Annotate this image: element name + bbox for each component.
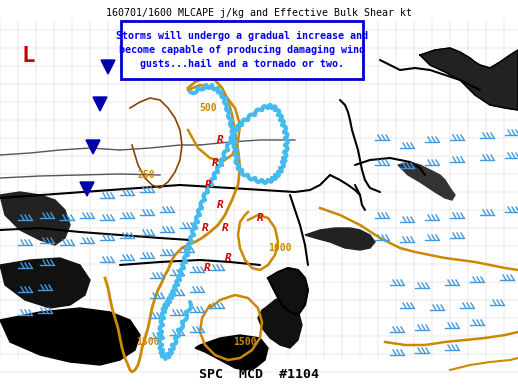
Text: R: R [205,180,211,190]
Polygon shape [86,140,100,154]
FancyBboxPatch shape [121,21,363,79]
Text: Storms will undergo a gradual increase and
become capable of producing damaging : Storms will undergo a gradual increase a… [116,31,368,69]
Polygon shape [0,308,140,365]
Text: 1500: 1500 [233,337,257,347]
Text: 160701/1600 MLCAPE j/kg and Effective Bulk Shear kt: 160701/1600 MLCAPE j/kg and Effective Bu… [106,8,412,18]
Polygon shape [80,182,94,196]
Text: R: R [204,263,210,273]
Text: R: R [217,200,223,210]
Polygon shape [195,335,268,370]
Polygon shape [101,60,115,74]
Text: R: R [222,223,228,233]
Text: 1000: 1000 [268,243,292,253]
Polygon shape [398,162,455,200]
Text: 500: 500 [199,103,217,113]
Text: L: L [21,46,35,66]
Text: R: R [225,253,232,263]
Polygon shape [305,228,375,250]
Text: R: R [212,158,219,168]
Polygon shape [0,258,90,308]
Polygon shape [268,268,308,315]
Text: SPC  MCD  #1104: SPC MCD #1104 [199,369,319,381]
Text: R: R [202,223,208,233]
Text: R: R [217,135,223,145]
Text: R: R [256,213,263,223]
Text: 250: 250 [138,170,155,180]
Polygon shape [93,97,107,111]
Text: 1500: 1500 [136,337,160,347]
Polygon shape [420,48,518,110]
Polygon shape [0,192,70,245]
Polygon shape [258,295,302,348]
